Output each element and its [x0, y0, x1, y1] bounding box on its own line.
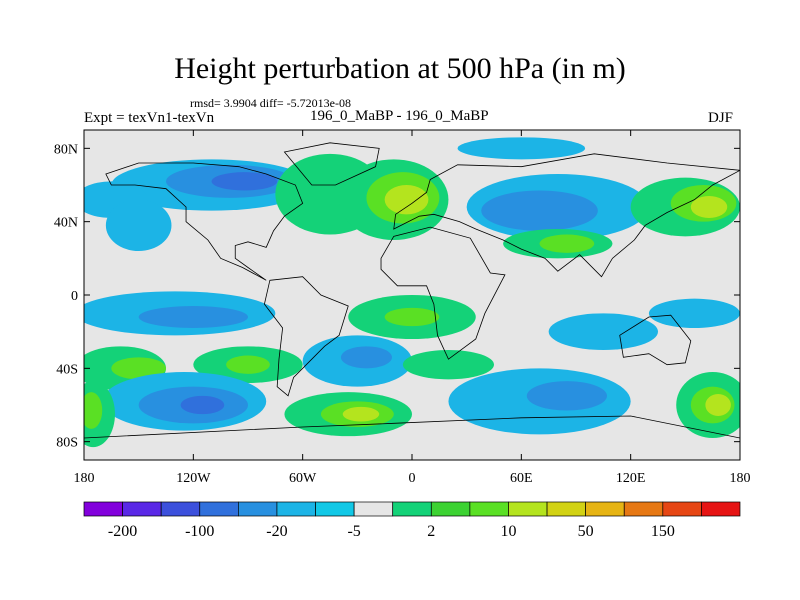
- colorbar-label: 10: [500, 523, 516, 540]
- lat-tick-label: 0: [71, 289, 78, 304]
- case-label: 196_0_MaBP - 196_0_MaBP: [310, 108, 489, 124]
- contour-midpac-trough: [105, 199, 172, 251]
- contour-s-pacific-ridge-core: [111, 357, 166, 380]
- lat-tick-label: 40N: [54, 216, 78, 231]
- colorbar-box: [276, 501, 316, 517]
- contour-fills: [84, 137, 740, 448]
- contour-asia-ridge-core: [539, 234, 595, 253]
- experiment-label: Expt = texVn1-texVn: [84, 110, 215, 126]
- lon-tick-label: 120E: [616, 471, 646, 486]
- colorbar-box: [122, 501, 162, 517]
- contour-s-america-low-core: [340, 346, 392, 369]
- colorbar-label: 150: [651, 523, 675, 540]
- contour-tropical-low-e2: [648, 298, 740, 329]
- contour-southern-low-w-inner: [180, 395, 225, 415]
- lat-tick-label: 80S: [56, 436, 78, 451]
- colorbar-label: -20: [266, 523, 287, 540]
- colorbar-box: [585, 501, 625, 517]
- colorbar-box: [546, 501, 586, 517]
- colorbar-box: [623, 501, 664, 517]
- colorbar-box: [83, 501, 123, 517]
- lat-tick-label: 40S: [56, 362, 78, 377]
- colorbar-box: [662, 501, 702, 517]
- colorbar-label: -100: [185, 523, 214, 540]
- contour-arctic-low: [457, 137, 586, 160]
- contour-w-pacific-ridge-inner: [690, 196, 728, 218]
- colorbar-label: -200: [108, 523, 137, 540]
- rmsd-label: rmsd= 3.9904 diff= -5.72013e-08: [190, 96, 351, 110]
- coastlines: [84, 142, 740, 439]
- contour-se-pacific-ridge-core: [226, 355, 270, 374]
- colorbar-box: [160, 501, 201, 517]
- contour-southern-ridge-atl-inner: [342, 406, 380, 422]
- contour-southern-ridge-e-inner: [705, 394, 731, 416]
- colorbar-box: [315, 501, 355, 517]
- contour-n-atlantic-ridge-inner: [384, 185, 429, 215]
- contour-eurasia-low-core: [481, 190, 598, 231]
- contour-n-pacific-low-inner: [211, 172, 278, 191]
- contour-s-atlantic-ridge: [402, 350, 495, 380]
- lon-tick-label: 60E: [510, 471, 533, 486]
- lat-tick-label: 80N: [54, 142, 78, 157]
- contour-tropical-low-w-core: [138, 306, 248, 328]
- colorbar-label: 50: [578, 523, 594, 540]
- lon-tick-label: 60W: [289, 471, 317, 486]
- lon-tick-label: 180: [730, 471, 751, 486]
- colorbar-box: [199, 501, 239, 517]
- contour-tropical-low-e: [548, 313, 658, 350]
- colorbar-label: 2: [427, 523, 435, 540]
- lon-tick-label: 180: [74, 471, 95, 486]
- colorbar-box: [469, 501, 509, 517]
- lon-tick-label: 120W: [176, 471, 211, 486]
- colorbar-box: [392, 501, 432, 517]
- contour-tropical-ridge-core: [384, 307, 440, 327]
- colorbar-box: [238, 501, 278, 517]
- colorbar-box: [353, 501, 394, 517]
- lon-tick-label: 0: [409, 471, 416, 486]
- colorbar-label: -5: [347, 523, 360, 540]
- contour-southern-ridge-w-core: [84, 392, 103, 429]
- plot-title: Height perturbation at 500 hPa (in m): [174, 52, 626, 85]
- colorbar-box: [430, 501, 471, 517]
- colorbar-box: [701, 501, 741, 517]
- colorbar-box: [508, 501, 548, 517]
- contour-southern-low-e-core: [526, 381, 607, 411]
- season-label: DJF: [708, 110, 734, 126]
